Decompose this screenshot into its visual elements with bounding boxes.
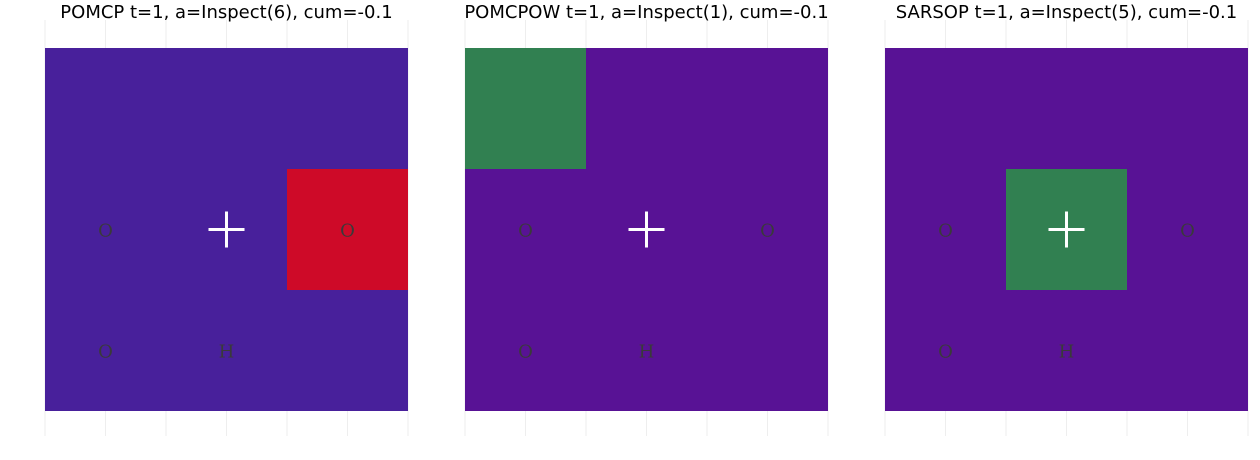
cell-label: H — [639, 342, 655, 363]
panel-sarsop: O O O H SARSOP t=1, a=Inspect(5), cum=-0.1 — [884, 2, 1249, 436]
panel-title: POMCP t=1, a=Inspect(6), cum=-0.1 — [60, 2, 392, 23]
highlight-cell — [465, 48, 586, 169]
cell-label: O — [518, 221, 533, 242]
panel-title: POMCPOW t=1, a=Inspect(1), cum=-0.1 — [464, 2, 828, 23]
cell-label: O — [1180, 221, 1195, 242]
panel-pomcpow: O O O H POMCPOW t=1, a=Inspect(1), cum=-0.1 — [464, 2, 829, 436]
panel-pomcp: O O O H POMCP t=1, a=Inspect(6), cum=-0.1 — [44, 2, 409, 436]
panel-title: SARSOP t=1, a=Inspect(5), cum=-0.1 — [896, 2, 1237, 23]
cell-label: O — [340, 221, 355, 242]
agent-cross-icon — [1048, 211, 1085, 248]
cell-label: O — [938, 342, 953, 363]
cell-label: H — [1059, 342, 1075, 363]
agent-cross-icon — [208, 211, 245, 248]
cell-label: O — [98, 342, 113, 363]
cell-label: O — [760, 221, 775, 242]
highlight-cell — [287, 169, 408, 290]
cell-label: O — [98, 221, 113, 242]
cell-label: H — [219, 342, 235, 363]
cell-label: O — [518, 342, 533, 363]
cell-label: O — [938, 221, 953, 242]
agent-cross-icon — [628, 211, 665, 248]
